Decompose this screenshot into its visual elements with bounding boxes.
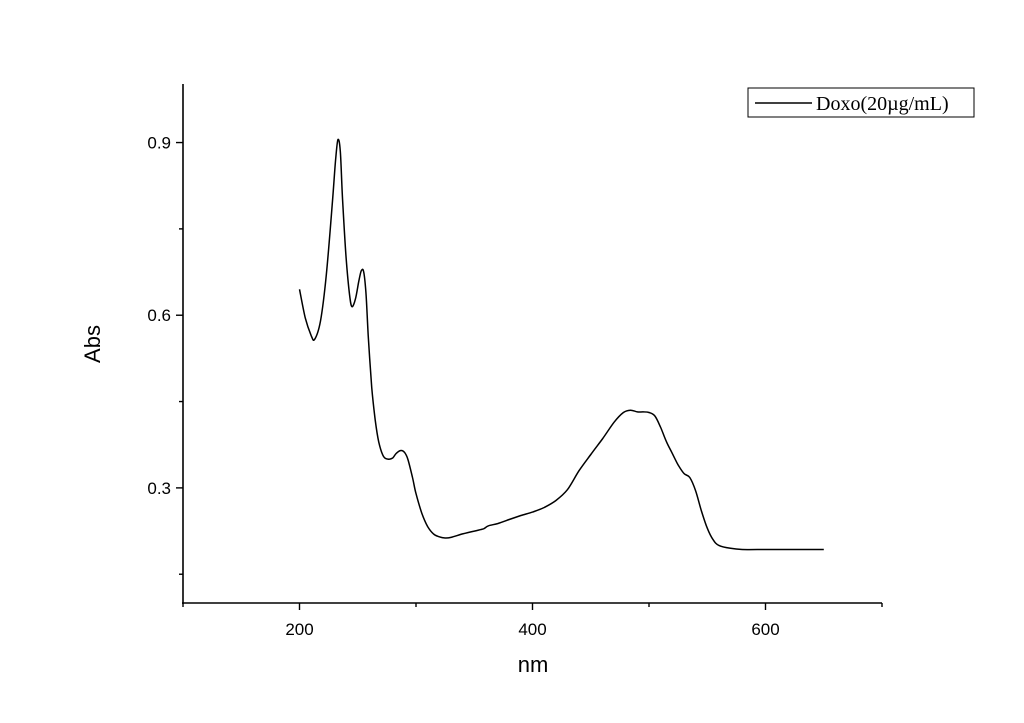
plot-area: 0.3 0.6 0.9 200 400 600 bbox=[147, 84, 883, 639]
legend: Doxo(20µg/mL) bbox=[747, 87, 975, 118]
y-axis-ticks: 0.3 0.6 0.9 bbox=[147, 134, 183, 575]
y-tick-label: 0.6 bbox=[147, 306, 171, 325]
series-line-doxo bbox=[298, 138, 824, 551]
x-axis-title: nm bbox=[518, 652, 549, 677]
x-tick-label: 200 bbox=[285, 620, 313, 639]
x-tick-label: 600 bbox=[751, 620, 779, 639]
y-tick-label: 0.9 bbox=[147, 134, 171, 153]
series-layer bbox=[298, 138, 824, 551]
x-tick-label: 400 bbox=[518, 620, 546, 639]
x-axis-ticks: 200 400 600 bbox=[182, 603, 883, 639]
legend-entry-label: Doxo(20µg/mL) bbox=[816, 93, 949, 115]
y-axis-title: Abs bbox=[80, 325, 105, 363]
y-tick-label: 0.3 bbox=[147, 479, 171, 498]
